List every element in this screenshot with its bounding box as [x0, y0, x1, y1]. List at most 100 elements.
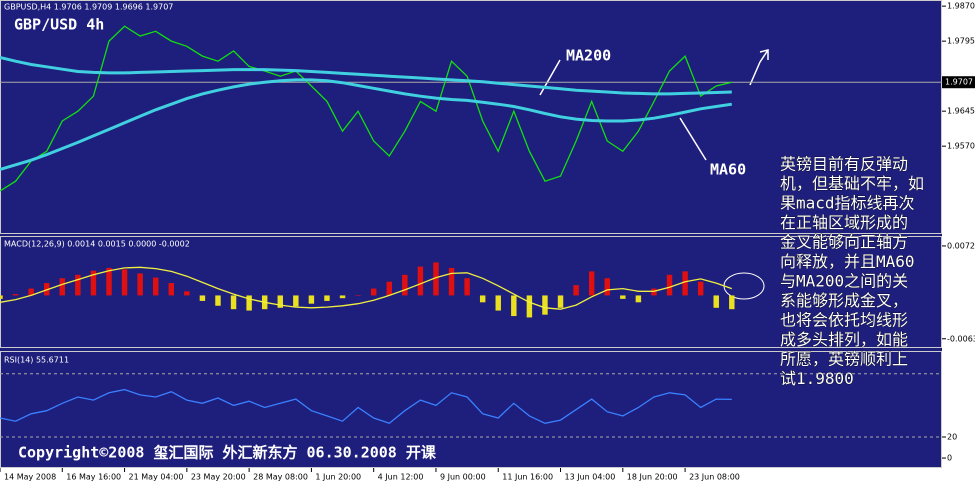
comment-line: 所愿，英镑顺利上: [780, 350, 908, 369]
comment-line: 英镑目前有反弹动: [780, 155, 908, 174]
histogram-bar: [604, 278, 610, 296]
x-tick-label: 11 Jun 16:00: [502, 473, 553, 482]
histogram-bar: [542, 295, 548, 315]
y-tick-label: 0: [947, 454, 952, 463]
histogram-bar: [90, 270, 97, 296]
histogram-bar: [620, 295, 626, 299]
histogram-bar: [12, 294, 19, 296]
histogram-bar: [59, 278, 66, 296]
histogram-bar: [402, 274, 408, 296]
x-tick-label: 28 May 08:00: [253, 473, 308, 482]
ma60-label: MA60: [710, 161, 746, 179]
histogram-bar: [184, 291, 190, 296]
series-line: [0, 56, 732, 96]
histogram-bar: [121, 269, 128, 296]
comment-line: 成多头排列，如能: [780, 330, 908, 349]
y-tick-label: 1.9570: [947, 142, 975, 151]
histogram-bar: [28, 288, 34, 296]
histogram-bar: [635, 295, 642, 303]
histogram-bar: [713, 295, 719, 308]
x-tick-label: 13 Jun 04:00: [565, 473, 616, 482]
histogram-bar: [433, 262, 439, 296]
series-line: [0, 78, 733, 171]
x-tick-label: 23 May 20:00: [191, 473, 246, 482]
x-tick-label: 9 Jun 00:00: [440, 473, 486, 482]
up-arrow: [749, 49, 769, 86]
comment-line: 与MA200之间的关: [780, 272, 908, 291]
x-tick-label: 4 Jun 12:00: [378, 473, 424, 482]
histogram-bar: [277, 295, 283, 308]
y-tick-label: 1.9870: [947, 2, 975, 11]
histogram-bar: [355, 295, 361, 296]
histogram-bar: [106, 267, 112, 296]
histogram-bar: [293, 295, 299, 307]
x-tick-label: 21 May 04:00: [129, 473, 184, 482]
x-tick-label: 1 Jun 20:00: [315, 473, 361, 482]
last-price-box: [942, 76, 975, 89]
comment-line: 系能够形成金叉，: [780, 291, 908, 310]
last-price-label: 1.9707: [945, 78, 973, 87]
histogram-bar: [199, 295, 206, 301]
histogram-bar: [573, 285, 579, 296]
series-line: [0, 25, 732, 192]
histogram-bar: [215, 295, 221, 306]
x-tick-label: 14 May 2008: [4, 473, 56, 482]
x-tick-label: 16 May 16:00: [66, 473, 121, 482]
y-tick-label: 1.9795: [947, 37, 975, 46]
series-line: [0, 388, 732, 425]
comment-line: 向释放，并且MA60: [780, 252, 915, 271]
histogram-bar: [137, 273, 143, 296]
ma200-pointer: [539, 59, 561, 96]
histogram-bar: [386, 281, 392, 296]
rsi-panel: [0, 351, 942, 468]
comment-line: 试1.9800: [780, 369, 854, 388]
rsi-title: RSI(14) 55.6711: [4, 356, 69, 365]
y-tick-label: 1.9645: [947, 107, 975, 116]
comment-line: 金叉能够向正轴方: [780, 233, 908, 252]
comment: 英镑目前有反弹动机，但基础不牢，如果macd指标线再次在正轴区域形成的金叉能够向…: [780, 154, 925, 388]
histogram-bar: [666, 274, 673, 296]
y-tick-label: 20: [947, 432, 957, 441]
x-tick-label: 23 Jun 08:00: [689, 473, 740, 482]
comment-line: 在正轴区域形成的: [780, 213, 908, 232]
histogram-bar: [682, 271, 688, 296]
macd-panel: [0, 236, 942, 348]
histogram-bar: [557, 295, 564, 308]
x-tick-label: 18 Jun 20:00: [627, 473, 678, 482]
histogram-bar: [246, 295, 252, 311]
histogram-bar: [417, 266, 424, 296]
histogram-bar: [526, 295, 533, 318]
histogram-bar: [651, 288, 657, 296]
comment-line: 果macd指标线再次: [780, 194, 915, 213]
histogram-bar: [152, 277, 159, 296]
y-tick-label: 0.0072: [947, 241, 975, 250]
ma60-pointer: [679, 117, 707, 161]
histogram-bar: [339, 295, 346, 299]
histogram-bar: [75, 274, 81, 296]
price-header: GBPUSD,H4 1.9706 1.9709 1.9696 1.9707: [4, 3, 173, 12]
comment-line: 机，但基础不牢，如: [780, 174, 924, 193]
histogram-bar: [370, 288, 377, 296]
histogram-bar: [479, 295, 486, 303]
histogram-bar: [0, 295, 3, 299]
price-panel: [0, 0, 942, 234]
macd-title: MACD(12,26,9) 0.0014 0.0015 0.0000 -0.00…: [4, 240, 190, 249]
ma200-label: MA200: [566, 47, 611, 65]
histogram-bar: [729, 295, 735, 310]
histogram-bar: [697, 281, 704, 296]
histogram-bar: [308, 295, 315, 304]
chart-title: GBP/USD 4h: [14, 16, 104, 34]
y-tick-label: -0.0063: [947, 334, 975, 343]
histogram-bar: [168, 283, 174, 296]
comment-line: 也将会依托均线形: [780, 311, 908, 330]
histogram-bar: [464, 278, 470, 296]
copyright: Copyright©2008 玺汇国际 外汇新东方 06.30.2008 开课: [18, 444, 437, 462]
histogram-bar: [230, 295, 237, 310]
histogram-bar: [324, 295, 330, 301]
series-line: [0, 266, 733, 310]
histogram-bar: [511, 295, 517, 317]
histogram-bar: [448, 267, 455, 296]
histogram-bar: [495, 295, 501, 311]
histogram-bar: [588, 271, 595, 296]
